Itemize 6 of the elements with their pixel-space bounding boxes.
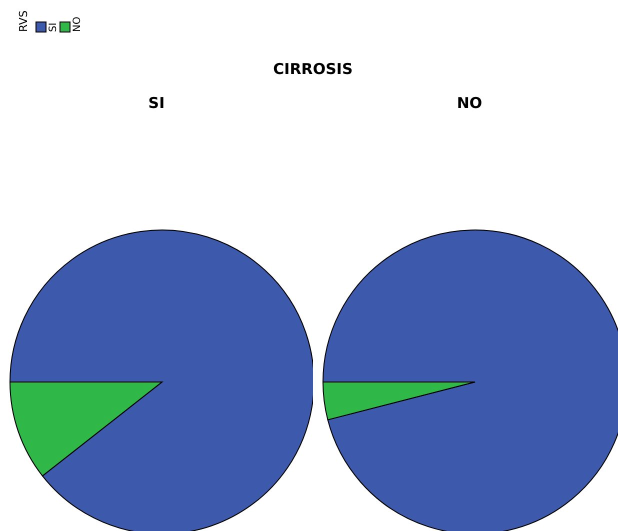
text: CIRROSIS [272, 60, 354, 78]
chart-subtitle: NO [456, 94, 484, 112]
legend-label: NO [72, 16, 83, 32]
text: SI [147, 94, 166, 112]
legend-label: SI [48, 22, 59, 32]
legend-title: RVS [17, 10, 30, 32]
